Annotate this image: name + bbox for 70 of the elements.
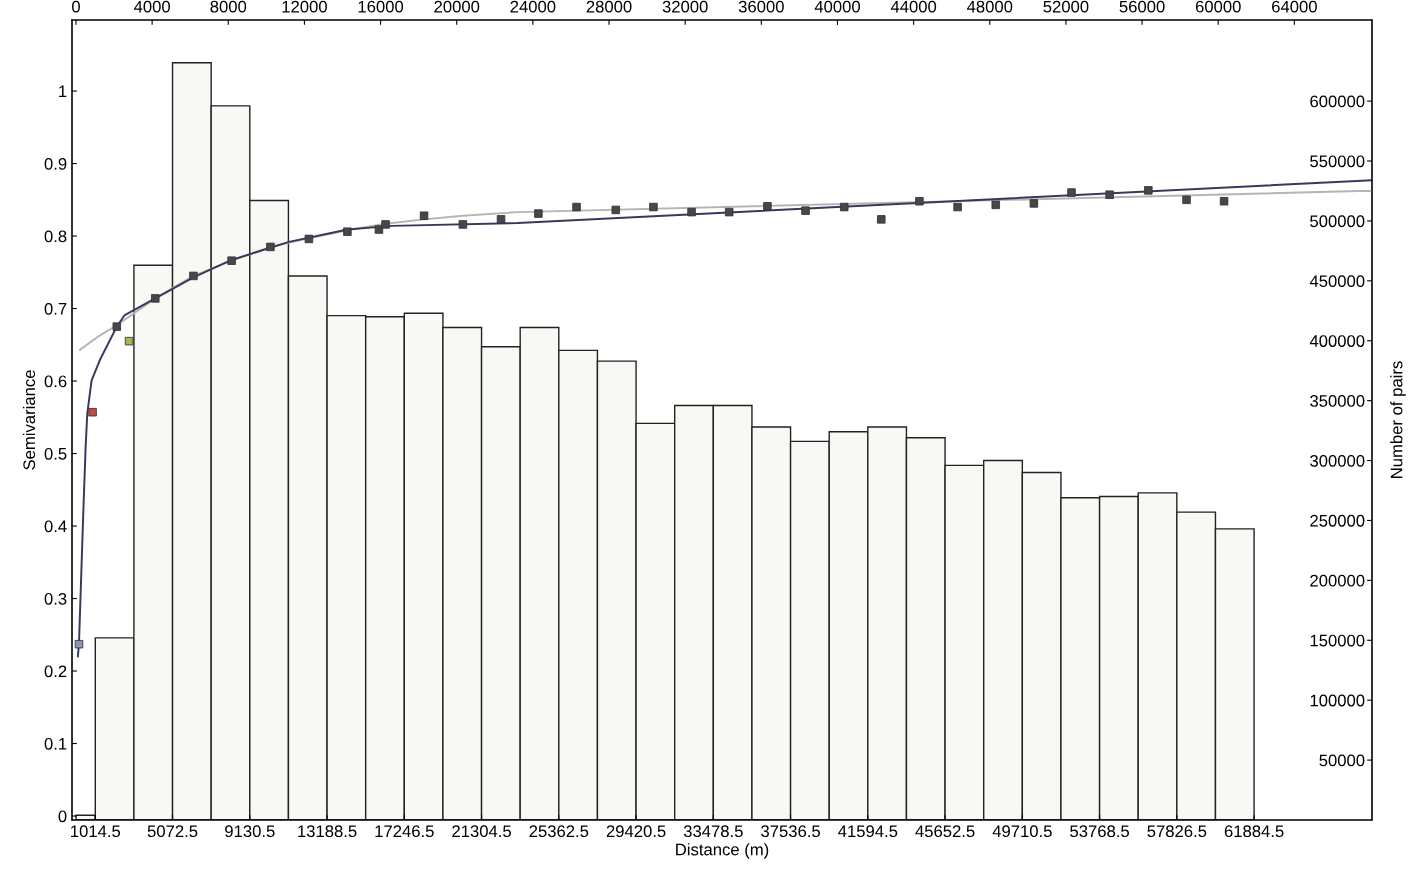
x-tick-label: 41594.5 xyxy=(838,825,898,838)
point xyxy=(991,200,1000,210)
y-tick-label: 0 xyxy=(58,810,67,823)
x-tick-label: 1014.5 xyxy=(71,825,121,838)
x2-tick-label: 60000 xyxy=(1195,0,1241,13)
x2-tick-label: 4000 xyxy=(133,0,171,13)
x2-tick-label: 56000 xyxy=(1119,0,1165,13)
point xyxy=(304,234,314,244)
x-tick-label: 53768.5 xyxy=(1070,825,1130,838)
x2-tick-label: 8000 xyxy=(210,0,247,13)
y-tick-label: 0.2 xyxy=(44,665,67,678)
x2-tick-label: 64000 xyxy=(1272,0,1317,13)
x2-tick-label: 36000 xyxy=(738,0,784,13)
y-axis-title: Semivariance xyxy=(22,370,36,470)
y2-tick-label: 150000 xyxy=(1310,634,1365,647)
y2-tick-label: 250000 xyxy=(1310,514,1365,527)
x2-tick-label: 24000 xyxy=(510,0,556,13)
y2-tick-label: 300000 xyxy=(1310,454,1365,467)
point xyxy=(1219,197,1229,206)
x2-tick-label: 12000 xyxy=(282,0,327,13)
x-tick-label: 45652.5 xyxy=(915,825,975,838)
point xyxy=(611,205,621,215)
x-tick-label: 29420.5 xyxy=(606,825,666,838)
point xyxy=(724,207,734,217)
x2-tick-label: 0 xyxy=(72,0,80,13)
x2-tick-label: 20000 xyxy=(434,0,480,13)
x-tick-label: 49710.5 xyxy=(992,825,1052,838)
x-tick-label: 57826.5 xyxy=(1147,825,1207,838)
x2-tick-label: 44000 xyxy=(890,0,937,13)
x2-tick-label: 16000 xyxy=(358,0,404,13)
x-axis-title: Distance (m) xyxy=(676,843,769,859)
y-tick-label: 0.6 xyxy=(44,375,67,388)
y2-tick-label: 200000 xyxy=(1310,574,1365,587)
y-tick-label: 0.8 xyxy=(44,230,67,243)
y-tick-label: 0.1 xyxy=(44,737,67,750)
y2-tick-label: 400000 xyxy=(1309,335,1365,347)
point xyxy=(840,202,849,212)
y2-tick-label: 600000 xyxy=(1310,95,1365,108)
point xyxy=(74,639,84,649)
line-series xyxy=(76,179,1372,658)
y2-tick-label: 550000 xyxy=(1310,155,1365,168)
y-tick-label: 0.4 xyxy=(44,520,67,533)
x-tick-label: 61884.5 xyxy=(1224,825,1284,838)
x-tick-label: 5072.5 xyxy=(147,825,198,838)
y-tick-label: 0.9 xyxy=(44,157,67,170)
x2-tick-label: 28000 xyxy=(586,0,632,13)
x2-tick-label: 40000 xyxy=(814,0,860,13)
x-tick-label: 37536.5 xyxy=(761,825,820,838)
x-tick-label: 21304.5 xyxy=(452,825,511,838)
point xyxy=(124,336,134,346)
x-tick-label: 17246.5 xyxy=(375,825,434,838)
y-tick-label: 0.3 xyxy=(44,592,67,605)
x-tick-label: 13188.5 xyxy=(298,825,357,838)
x2-tick-label: 48000 xyxy=(966,0,1013,13)
y2-tick-label: 450000 xyxy=(1309,275,1365,288)
y-tick-label: 1 xyxy=(59,85,67,98)
y2-tick-label: 500000 xyxy=(1310,215,1365,228)
line-series xyxy=(78,190,1372,351)
y-tick-label: 0.7 xyxy=(44,302,67,315)
point xyxy=(419,211,429,220)
y2-tick-label: 100000 xyxy=(1310,694,1365,707)
x-tick-label: 9130.5 xyxy=(225,825,275,838)
y-tick-label: 0.5 xyxy=(44,447,67,460)
y2-tick-label: 350000 xyxy=(1310,395,1365,407)
y2-tick-label: 50000 xyxy=(1319,754,1365,767)
x-tick-label: 33478.5 xyxy=(683,825,743,838)
y2-axis-title: Number of pairs xyxy=(1390,361,1406,478)
x-tick-label: 25362.5 xyxy=(529,825,589,838)
x2-tick-label: 32000 xyxy=(662,0,708,13)
x2-tick-label: 52000 xyxy=(1043,0,1089,13)
